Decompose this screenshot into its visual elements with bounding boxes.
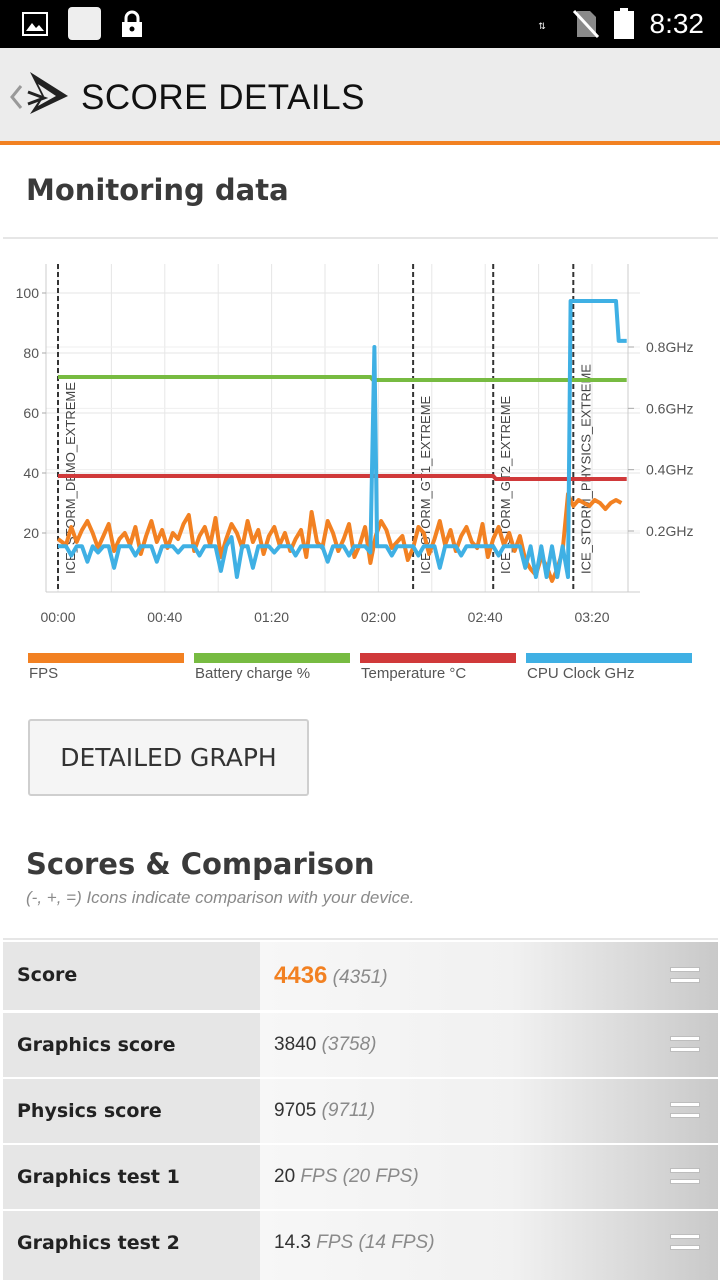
lock-icon — [122, 10, 142, 37]
series-line-cpu-clock-ghz — [58, 299, 627, 579]
svg-text:⇅: ⇅ — [538, 21, 546, 31]
monitoring-title: Monitoring data — [26, 173, 289, 207]
row-label: Physics score — [17, 1100, 162, 1122]
table-row: Score 4436 (4351) — [3, 942, 718, 1010]
battery-icon — [614, 8, 634, 39]
test-marker-label: ICE_STORM_GT2_EXTREME — [498, 395, 513, 574]
legend-label-cpu-clock: CPU Clock GHz — [527, 665, 635, 682]
series-line-battery-charge — [58, 375, 627, 382]
score-comparison: (3758) — [321, 1034, 377, 1055]
y2-tick-label: 0.6GHz — [646, 400, 693, 416]
score-value: 20 — [274, 1166, 296, 1187]
table-row: Graphics test 1 20 FPS (20 FPS) — [3, 1145, 718, 1209]
score-comparison: (20 FPS) — [342, 1166, 419, 1187]
y-tick-label: 40 — [23, 465, 39, 481]
equal-icon — [670, 1036, 700, 1054]
score-comparison: (9711) — [321, 1100, 376, 1121]
legend-swatch-temperature — [360, 653, 516, 663]
wifi-icon: ⇅ — [525, 16, 551, 37]
x-tick-label: 00:00 — [40, 609, 75, 625]
y-tick-label: 80 — [23, 345, 39, 361]
status-bar: ⇅ 8:32 — [0, 0, 720, 48]
equal-icon — [670, 1234, 700, 1252]
table-row: Graphics test 2 14.3 FPS (14 FPS) — [3, 1211, 718, 1280]
score-value: 9705 — [274, 1100, 317, 1121]
legend-label-temperature: Temperature °C — [361, 665, 467, 682]
detailed-graph-button[interactable]: DETAILED GRAPH — [28, 719, 309, 796]
app-bar-accent-line — [0, 141, 720, 145]
y-tick-label: 60 — [23, 405, 39, 421]
row-label: Graphics test 1 — [17, 1166, 180, 1188]
chevron-left-icon[interactable] — [8, 84, 24, 110]
y2-tick-label: 0.8GHz — [646, 339, 693, 355]
y2-tick-label: 0.4GHz — [646, 462, 693, 478]
app-bar — [0, 48, 720, 141]
3dmark-logo-icon — [27, 72, 68, 114]
x-tick-label: 02:40 — [468, 609, 503, 625]
scores-subtitle: (-, +, =) Icons indicate comparison with… — [26, 888, 415, 907]
page-title: SCORE DETAILS — [81, 78, 365, 117]
no-sim-icon — [572, 9, 600, 39]
app-square-icon — [68, 7, 101, 40]
score-value: 14.3 — [274, 1232, 311, 1253]
legend-label-fps: FPS — [29, 665, 59, 682]
row-label: Score — [17, 964, 78, 986]
row-value: 4436 (4351) — [274, 962, 388, 990]
equal-icon — [670, 1102, 700, 1120]
score-value: 4436 — [274, 962, 328, 989]
table-row: Graphics score 3840 (3758) — [3, 1013, 718, 1077]
x-tick-label: 01:20 — [254, 609, 289, 625]
scores-title: Scores & Comparison — [26, 847, 375, 881]
score-value: 3840 — [274, 1034, 317, 1055]
monitoring-chart[interactable]: 100 80 60 40 20 0.8GHz 0.6GHz 0.4GHz 0.2GHz 00:00… — [0, 250, 720, 640]
clock: 8:32 — [649, 8, 705, 39]
x-tick-label: 02:00 — [361, 609, 396, 625]
y-tick-label: 20 — [23, 525, 39, 541]
legend-swatch-fps — [28, 653, 184, 663]
legend-swatch-battery — [194, 653, 350, 663]
image-icon — [22, 12, 48, 36]
series-line-temperature-c — [58, 474, 627, 481]
row-value: 14.3 FPS (14 FPS) — [274, 1232, 435, 1254]
legend-swatch-cpu-clock — [526, 653, 692, 663]
row-value: 3840 (3758) — [274, 1034, 376, 1056]
equal-icon — [670, 1168, 700, 1186]
table-row: Physics score 9705 (9711) — [3, 1079, 718, 1143]
row-value: 9705 (9711) — [274, 1100, 375, 1122]
section-divider — [3, 938, 718, 940]
equal-icon — [670, 967, 700, 985]
row-value: 20 FPS (20 FPS) — [274, 1166, 419, 1188]
score-unit: FPS — [316, 1232, 354, 1253]
legend-label-battery: Battery charge % — [195, 665, 311, 682]
score-unit: FPS — [300, 1166, 338, 1187]
y2-tick-label: 0.2GHz — [646, 523, 693, 539]
x-tick-label: 03:20 — [574, 609, 609, 625]
test-marker-label: ICE_STORM_PHYSICS_EXTREME — [578, 364, 593, 574]
x-tick-label: 00:40 — [147, 609, 182, 625]
section-divider — [3, 237, 718, 239]
row-label: Graphics test 2 — [17, 1232, 180, 1254]
y-tick-label: 100 — [16, 285, 40, 301]
row-label: Graphics score — [17, 1034, 176, 1056]
score-comparison: (4351) — [332, 967, 388, 988]
score-comparison: (14 FPS) — [358, 1232, 435, 1253]
